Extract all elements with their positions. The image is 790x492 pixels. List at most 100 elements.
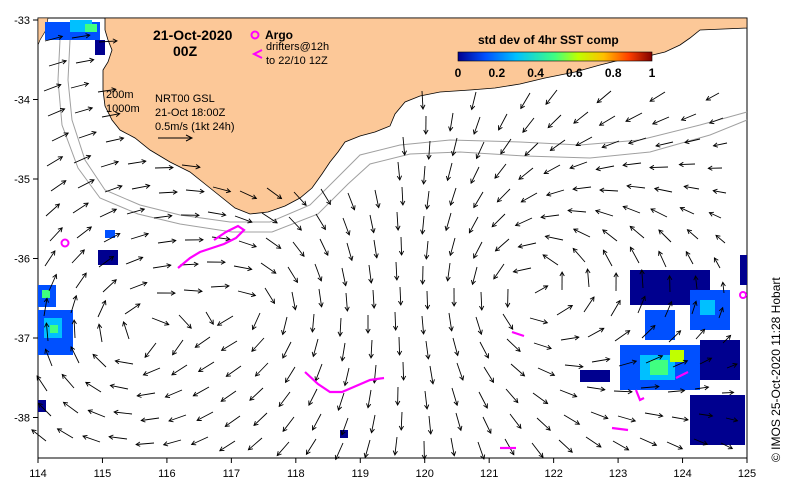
current-arrow bbox=[369, 214, 375, 233]
current-arrow bbox=[498, 113, 508, 131]
current-arrow-head bbox=[301, 200, 307, 206]
current-arrow bbox=[341, 342, 346, 361]
current-arrow bbox=[495, 238, 510, 252]
current-arrow-head bbox=[282, 353, 287, 359]
current-arrow-head bbox=[195, 164, 201, 170]
current-arrow bbox=[573, 228, 591, 238]
current-arrow bbox=[335, 442, 344, 460]
current-arrow bbox=[613, 390, 633, 393]
current-arrow-head bbox=[310, 327, 316, 333]
current-arrow bbox=[73, 319, 76, 339]
current-arrow bbox=[63, 401, 79, 414]
current-arrow-head bbox=[475, 153, 481, 160]
current-arrow bbox=[306, 438, 317, 455]
current-arrow-head bbox=[420, 104, 426, 110]
current-arrow-head bbox=[190, 440, 197, 446]
current-arrow-head bbox=[600, 386, 606, 392]
map-date: 21-Oct-2020 bbox=[153, 27, 233, 43]
current-arrow bbox=[102, 279, 117, 293]
current-arrow-head bbox=[43, 297, 49, 303]
current-arrow bbox=[618, 360, 637, 367]
current-arrow bbox=[720, 442, 733, 450]
current-arrow bbox=[666, 441, 683, 450]
current-arrow-head bbox=[375, 203, 381, 209]
current-arrow-head bbox=[113, 160, 120, 166]
current-arrow-head bbox=[393, 325, 399, 331]
current-arrow bbox=[104, 185, 123, 193]
current-arrow-head bbox=[423, 129, 429, 135]
y-tick-label: -38 bbox=[14, 413, 30, 425]
current-arrow-head bbox=[486, 428, 492, 435]
current-arrow-head bbox=[170, 290, 176, 296]
current-arrow bbox=[421, 90, 424, 110]
current-arrow bbox=[71, 34, 90, 39]
current-arrow-head bbox=[425, 354, 431, 360]
current-arrow bbox=[603, 249, 613, 267]
current-arrow-head bbox=[651, 441, 658, 447]
current-arrow-head bbox=[726, 334, 732, 340]
current-arrow-head bbox=[682, 359, 689, 365]
current-arrow bbox=[171, 364, 188, 376]
current-arrow-head bbox=[197, 288, 203, 294]
current-arrow bbox=[505, 388, 519, 403]
current-arrow bbox=[602, 140, 620, 148]
current-arrow-head bbox=[630, 417, 637, 423]
current-arrow-head bbox=[542, 399, 549, 405]
drifter-legend-icon bbox=[251, 49, 263, 59]
current-arrow-head bbox=[538, 452, 544, 459]
current-arrow bbox=[45, 203, 60, 217]
current-arrow bbox=[233, 265, 252, 270]
current-arrow-head bbox=[427, 429, 434, 435]
current-arrow bbox=[545, 89, 558, 105]
current-arrow bbox=[421, 315, 425, 334]
current-arrow bbox=[394, 436, 398, 455]
current-arrow bbox=[178, 314, 192, 329]
current-arrow-head bbox=[459, 375, 465, 381]
current-arrow-head bbox=[225, 372, 231, 377]
current-arrow-head bbox=[515, 346, 521, 353]
current-arrow-head bbox=[569, 164, 575, 170]
current-arrow-head bbox=[368, 353, 374, 359]
current-arrow bbox=[234, 215, 253, 223]
current-arrow-head bbox=[114, 358, 120, 365]
current-arrow-head bbox=[63, 132, 70, 138]
current-arrow bbox=[612, 440, 629, 451]
current-arrow bbox=[50, 180, 67, 192]
current-arrow-head bbox=[680, 388, 686, 394]
current-arrow bbox=[402, 361, 405, 381]
current-arrow-head bbox=[685, 250, 691, 257]
current-arrow-head bbox=[194, 343, 200, 348]
current-arrow-head bbox=[108, 434, 114, 440]
current-arrow-head bbox=[199, 188, 205, 194]
current-arrow-head bbox=[145, 183, 151, 189]
current-arrow bbox=[249, 387, 264, 401]
current-arrow bbox=[652, 116, 670, 125]
current-arrow bbox=[672, 360, 688, 368]
current-arrow bbox=[373, 239, 378, 258]
current-arrow-head bbox=[686, 229, 692, 235]
current-arrow-head bbox=[85, 381, 91, 387]
current-arrow-head bbox=[676, 330, 682, 336]
current-arrow bbox=[715, 234, 726, 244]
current-arrow bbox=[533, 342, 552, 349]
current-arrow-head bbox=[629, 246, 635, 252]
current-arrow bbox=[205, 311, 214, 325]
current-arrow bbox=[450, 187, 457, 206]
current-arrow bbox=[43, 84, 61, 92]
current-arrow bbox=[475, 316, 482, 335]
current-arrow-head bbox=[545, 425, 551, 431]
current-arrow-head bbox=[598, 121, 605, 126]
current-arrow bbox=[534, 285, 548, 294]
current-arrow bbox=[722, 335, 731, 344]
current-arrow bbox=[713, 190, 727, 194]
scale-arrow-head bbox=[185, 134, 194, 142]
current-arrow bbox=[98, 256, 114, 268]
current-arrow-head bbox=[272, 218, 278, 224]
drifter-tracks bbox=[177, 224, 689, 450]
current-arrow-head bbox=[317, 276, 323, 282]
current-arrow bbox=[70, 346, 80, 364]
current-arrow-head bbox=[276, 244, 282, 249]
current-arrow-head bbox=[655, 142, 661, 148]
current-arrow bbox=[649, 91, 666, 102]
